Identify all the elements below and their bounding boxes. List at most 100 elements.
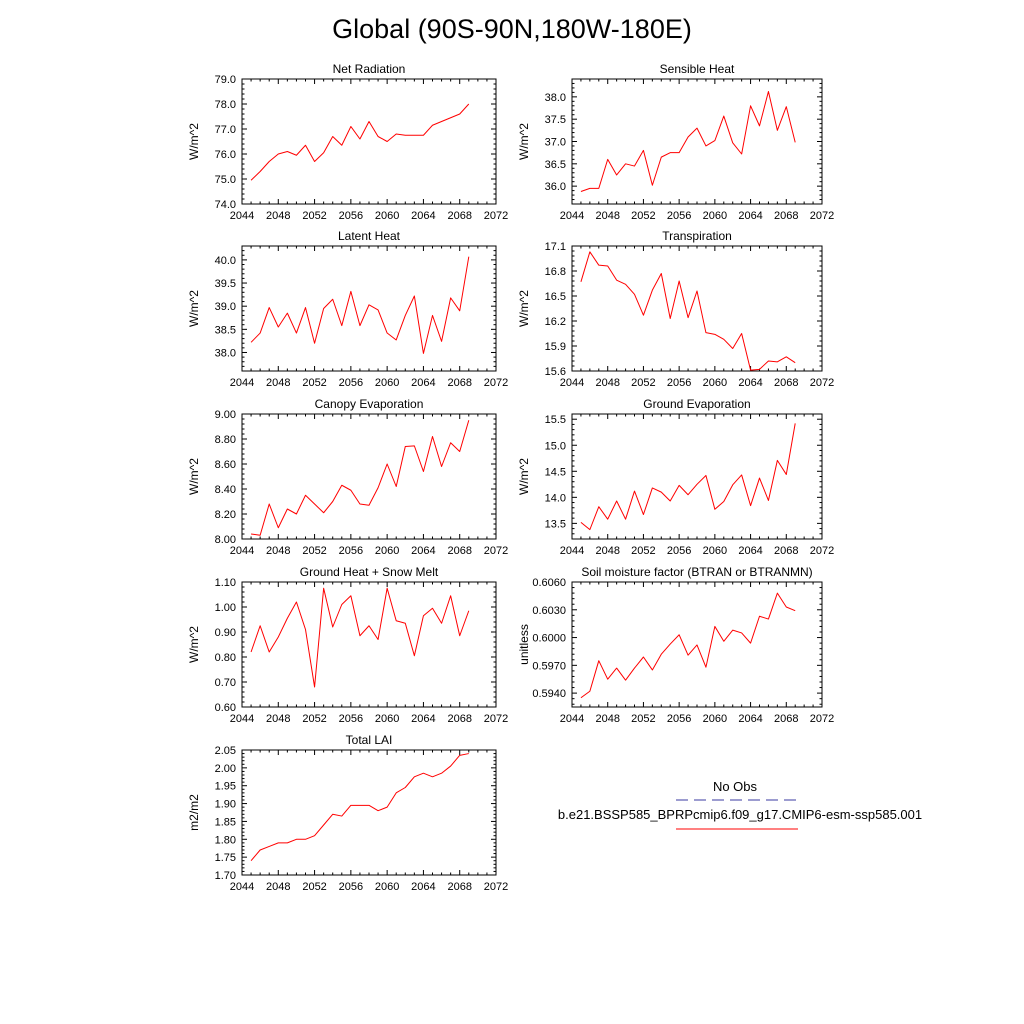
y-axis-label: W/m^2 <box>187 123 201 160</box>
panel-title: Total LAI <box>346 733 393 747</box>
x-tick-label: 2048 <box>595 545 619 557</box>
y-tick-label: 15.0 <box>545 440 566 452</box>
x-tick-label: 2060 <box>703 377 727 389</box>
y-tick-label: 76.0 <box>215 149 236 161</box>
x-tick-label: 2068 <box>774 377 798 389</box>
y-tick-label: 15.5 <box>545 414 566 426</box>
x-tick-label: 2068 <box>447 545 471 557</box>
page-title: Global (90S-90N,180W-180E) <box>332 14 692 44</box>
chart-panel-8: Total LAI m2/m2 2044 2048 2052 2056 2060 2064 20… <box>187 733 508 893</box>
panel-title: Ground Evaporation <box>643 397 750 411</box>
y-tick-label: 2.00 <box>215 763 236 775</box>
x-tick-label: 2052 <box>302 210 326 222</box>
x-tick-label: 2048 <box>266 713 290 725</box>
x-tick-label: 2048 <box>266 545 290 557</box>
panel-title: Sensible Heat <box>660 62 735 76</box>
x-tick-label: 2048 <box>266 881 290 893</box>
x-tick-label: 2068 <box>774 713 798 725</box>
legend-model-label: b.e21.BSSP585_BPRPcmip6.f09_g17.CMIP6-es… <box>557 807 923 822</box>
x-tick-label: 2060 <box>375 881 399 893</box>
plot-frame <box>571 413 823 540</box>
y-axis-label: W/m^2 <box>187 458 201 495</box>
x-tick-label: 2072 <box>810 545 834 557</box>
x-tick-label: 2068 <box>447 377 471 389</box>
x-tick-label: 2072 <box>484 713 508 725</box>
y-tick-label: 0.5940 <box>532 688 566 700</box>
x-tick-label: 2064 <box>411 377 435 389</box>
panel-title: Soil moisture factor (BTRAN or BTRANMN) <box>581 565 812 579</box>
x-tick-label: 2052 <box>631 210 655 222</box>
y-axis-label: m2/m2 <box>187 794 201 831</box>
x-tick-label: 2048 <box>595 210 619 222</box>
x-tick-label: 2056 <box>667 545 691 557</box>
x-tick-label: 2060 <box>375 545 399 557</box>
panel-title: Transpiration <box>662 229 732 243</box>
y-tick-label: 0.6060 <box>532 577 566 589</box>
x-tick-label: 2056 <box>667 713 691 725</box>
chart-panel-4: Canopy Evaporation W/m^2 2044 2048 2052 2056 2… <box>187 397 508 557</box>
plot-frame <box>241 581 497 708</box>
x-tick-label: 2052 <box>302 545 326 557</box>
series-line-0 <box>580 91 796 192</box>
panel-title: Net Radiation <box>333 62 406 76</box>
x-tick-label: 2056 <box>339 713 363 725</box>
y-tick-label: 0.80 <box>215 652 236 664</box>
x-tick-label: 2056 <box>339 210 363 222</box>
panel-title: Ground Heat + Snow Melt <box>300 565 439 579</box>
y-tick-label: 77.0 <box>215 124 236 136</box>
x-tick-label: 2044 <box>230 545 254 557</box>
x-tick-label: 2064 <box>411 881 435 893</box>
x-tick-label: 2068 <box>447 881 471 893</box>
y-tick-label: 0.6000 <box>532 633 566 645</box>
y-tick-label: 37.5 <box>545 114 566 126</box>
y-axis-label: W/m^2 <box>517 458 531 495</box>
x-tick-label: 2072 <box>484 210 508 222</box>
y-tick-label: 1.80 <box>215 834 236 846</box>
y-axis-label: unitless <box>517 624 531 665</box>
y-axis-label: W/m^2 <box>517 123 531 160</box>
series-line-0 <box>580 592 796 699</box>
x-tick-label: 2044 <box>560 377 584 389</box>
y-tick-label: 74.0 <box>215 199 236 211</box>
x-tick-label: 2072 <box>484 881 508 893</box>
y-tick-label: 0.70 <box>215 677 236 689</box>
y-tick-label: 78.0 <box>215 99 236 111</box>
x-tick-label: 2064 <box>738 713 762 725</box>
x-tick-label: 2056 <box>339 545 363 557</box>
x-tick-label: 2056 <box>339 377 363 389</box>
x-tick-label: 2068 <box>774 210 798 222</box>
y-tick-label: 8.60 <box>215 459 236 471</box>
x-tick-label: 2044 <box>230 881 254 893</box>
y-tick-label: 0.60 <box>215 702 236 714</box>
y-tick-label: 14.5 <box>545 466 566 478</box>
y-tick-label: 1.95 <box>215 781 236 793</box>
x-tick-label: 2060 <box>375 713 399 725</box>
x-tick-label: 2044 <box>560 210 584 222</box>
chart-panel-0: Net Radiation W/m^2 2044 2048 2052 2056 2060 20… <box>187 62 508 222</box>
x-tick-label: 2048 <box>595 377 619 389</box>
y-tick-label: 14.0 <box>545 492 566 504</box>
series-line-0 <box>250 256 470 354</box>
series-line-0 <box>250 753 469 862</box>
y-tick-label: 1.90 <box>215 799 236 811</box>
x-tick-label: 2052 <box>302 377 326 389</box>
panel-title: Canopy Evaporation <box>315 397 424 411</box>
y-tick-label: 8.00 <box>215 534 236 546</box>
y-axis-label: W/m^2 <box>187 290 201 327</box>
y-tick-label: 36.5 <box>545 159 566 171</box>
plot-frame <box>571 245 823 372</box>
x-tick-label: 2064 <box>738 377 762 389</box>
chart-panel-6: Ground Heat + Snow Melt W/m^2 2044 2048 2052… <box>187 565 508 725</box>
y-tick-label: 8.80 <box>215 434 236 446</box>
x-tick-label: 2052 <box>302 713 326 725</box>
x-tick-label: 2060 <box>703 545 727 557</box>
y-tick-label: 16.2 <box>545 316 566 328</box>
x-tick-label: 2068 <box>447 210 471 222</box>
y-tick-label: 15.9 <box>545 341 566 353</box>
y-tick-label: 79.0 <box>215 74 236 86</box>
x-tick-label: 2064 <box>738 545 762 557</box>
x-tick-label: 2064 <box>738 210 762 222</box>
y-tick-label: 0.6030 <box>532 605 566 617</box>
y-tick-label: 0.90 <box>215 627 236 639</box>
